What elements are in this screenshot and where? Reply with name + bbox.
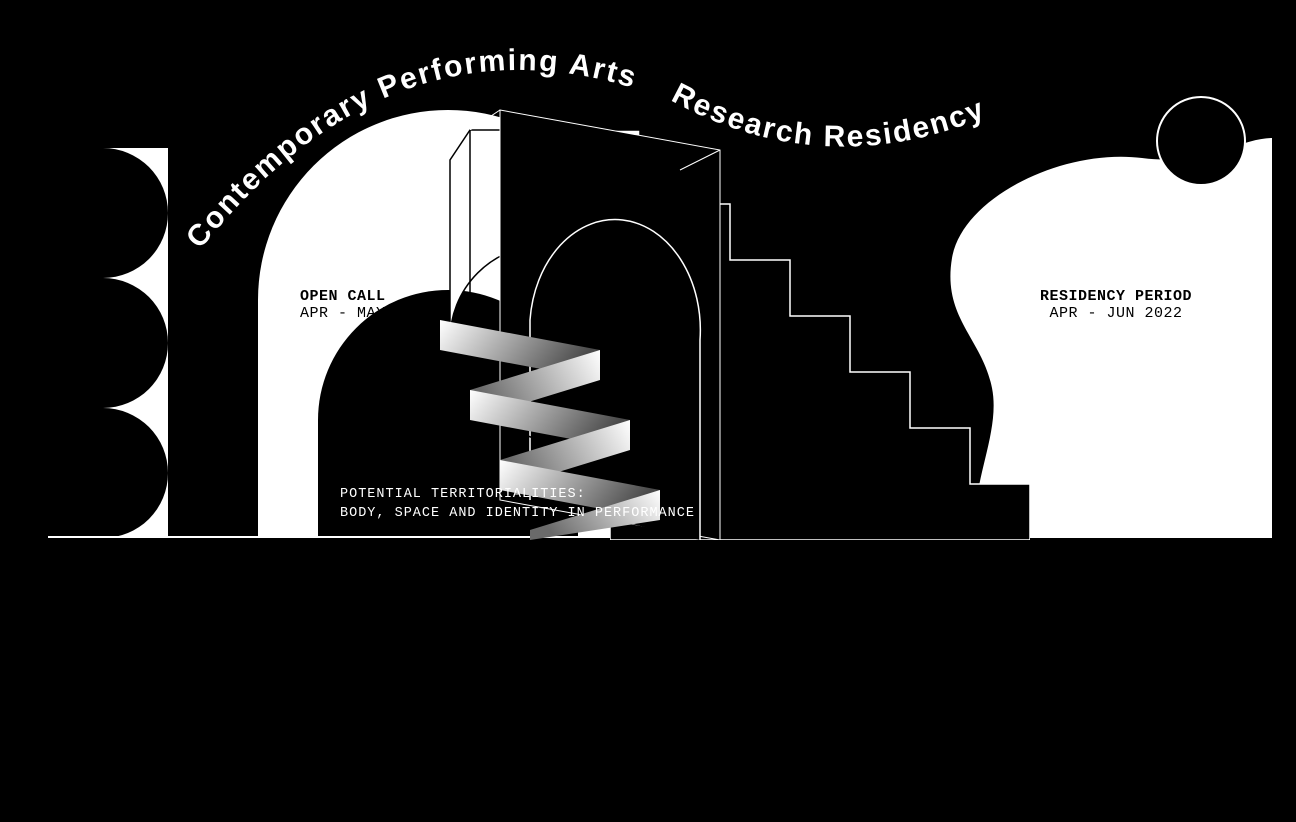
subtitle-line1: POTENTIAL TERRITORIALITIES:	[340, 486, 695, 505]
poster-canvas: Contemporary Performing Arts Research Re…	[0, 0, 1296, 562]
subtitle-block: POTENTIAL TERRITORIALITIES: BODY, SPACE …	[340, 486, 695, 524]
left-lobe-container	[48, 148, 168, 538]
subtitle-line2: BODY, SPACE AND IDENTITY IN PERFORMANCE	[340, 505, 695, 524]
open-call-block: OPEN CALL APR - MAY 2021	[300, 288, 470, 322]
open-call-dates: APR - MAY 2021	[300, 305, 470, 322]
residency-title: RESIDENCY PERIOD	[1016, 288, 1216, 305]
title-line1: Contemporary Performing Arts	[180, 44, 641, 254]
residency-dates: APR - JUN 2022	[1016, 305, 1216, 322]
open-call-title: OPEN CALL	[300, 288, 470, 305]
curved-title: Contemporary Performing Arts Research Re…	[170, 30, 1170, 280]
left-lobe-2	[48, 278, 168, 408]
left-lobe-1	[48, 148, 168, 278]
residency-block: RESIDENCY PERIOD APR - JUN 2022	[1016, 288, 1216, 322]
title-line2: Research Residency	[667, 77, 990, 154]
left-lobe-3	[48, 408, 168, 538]
